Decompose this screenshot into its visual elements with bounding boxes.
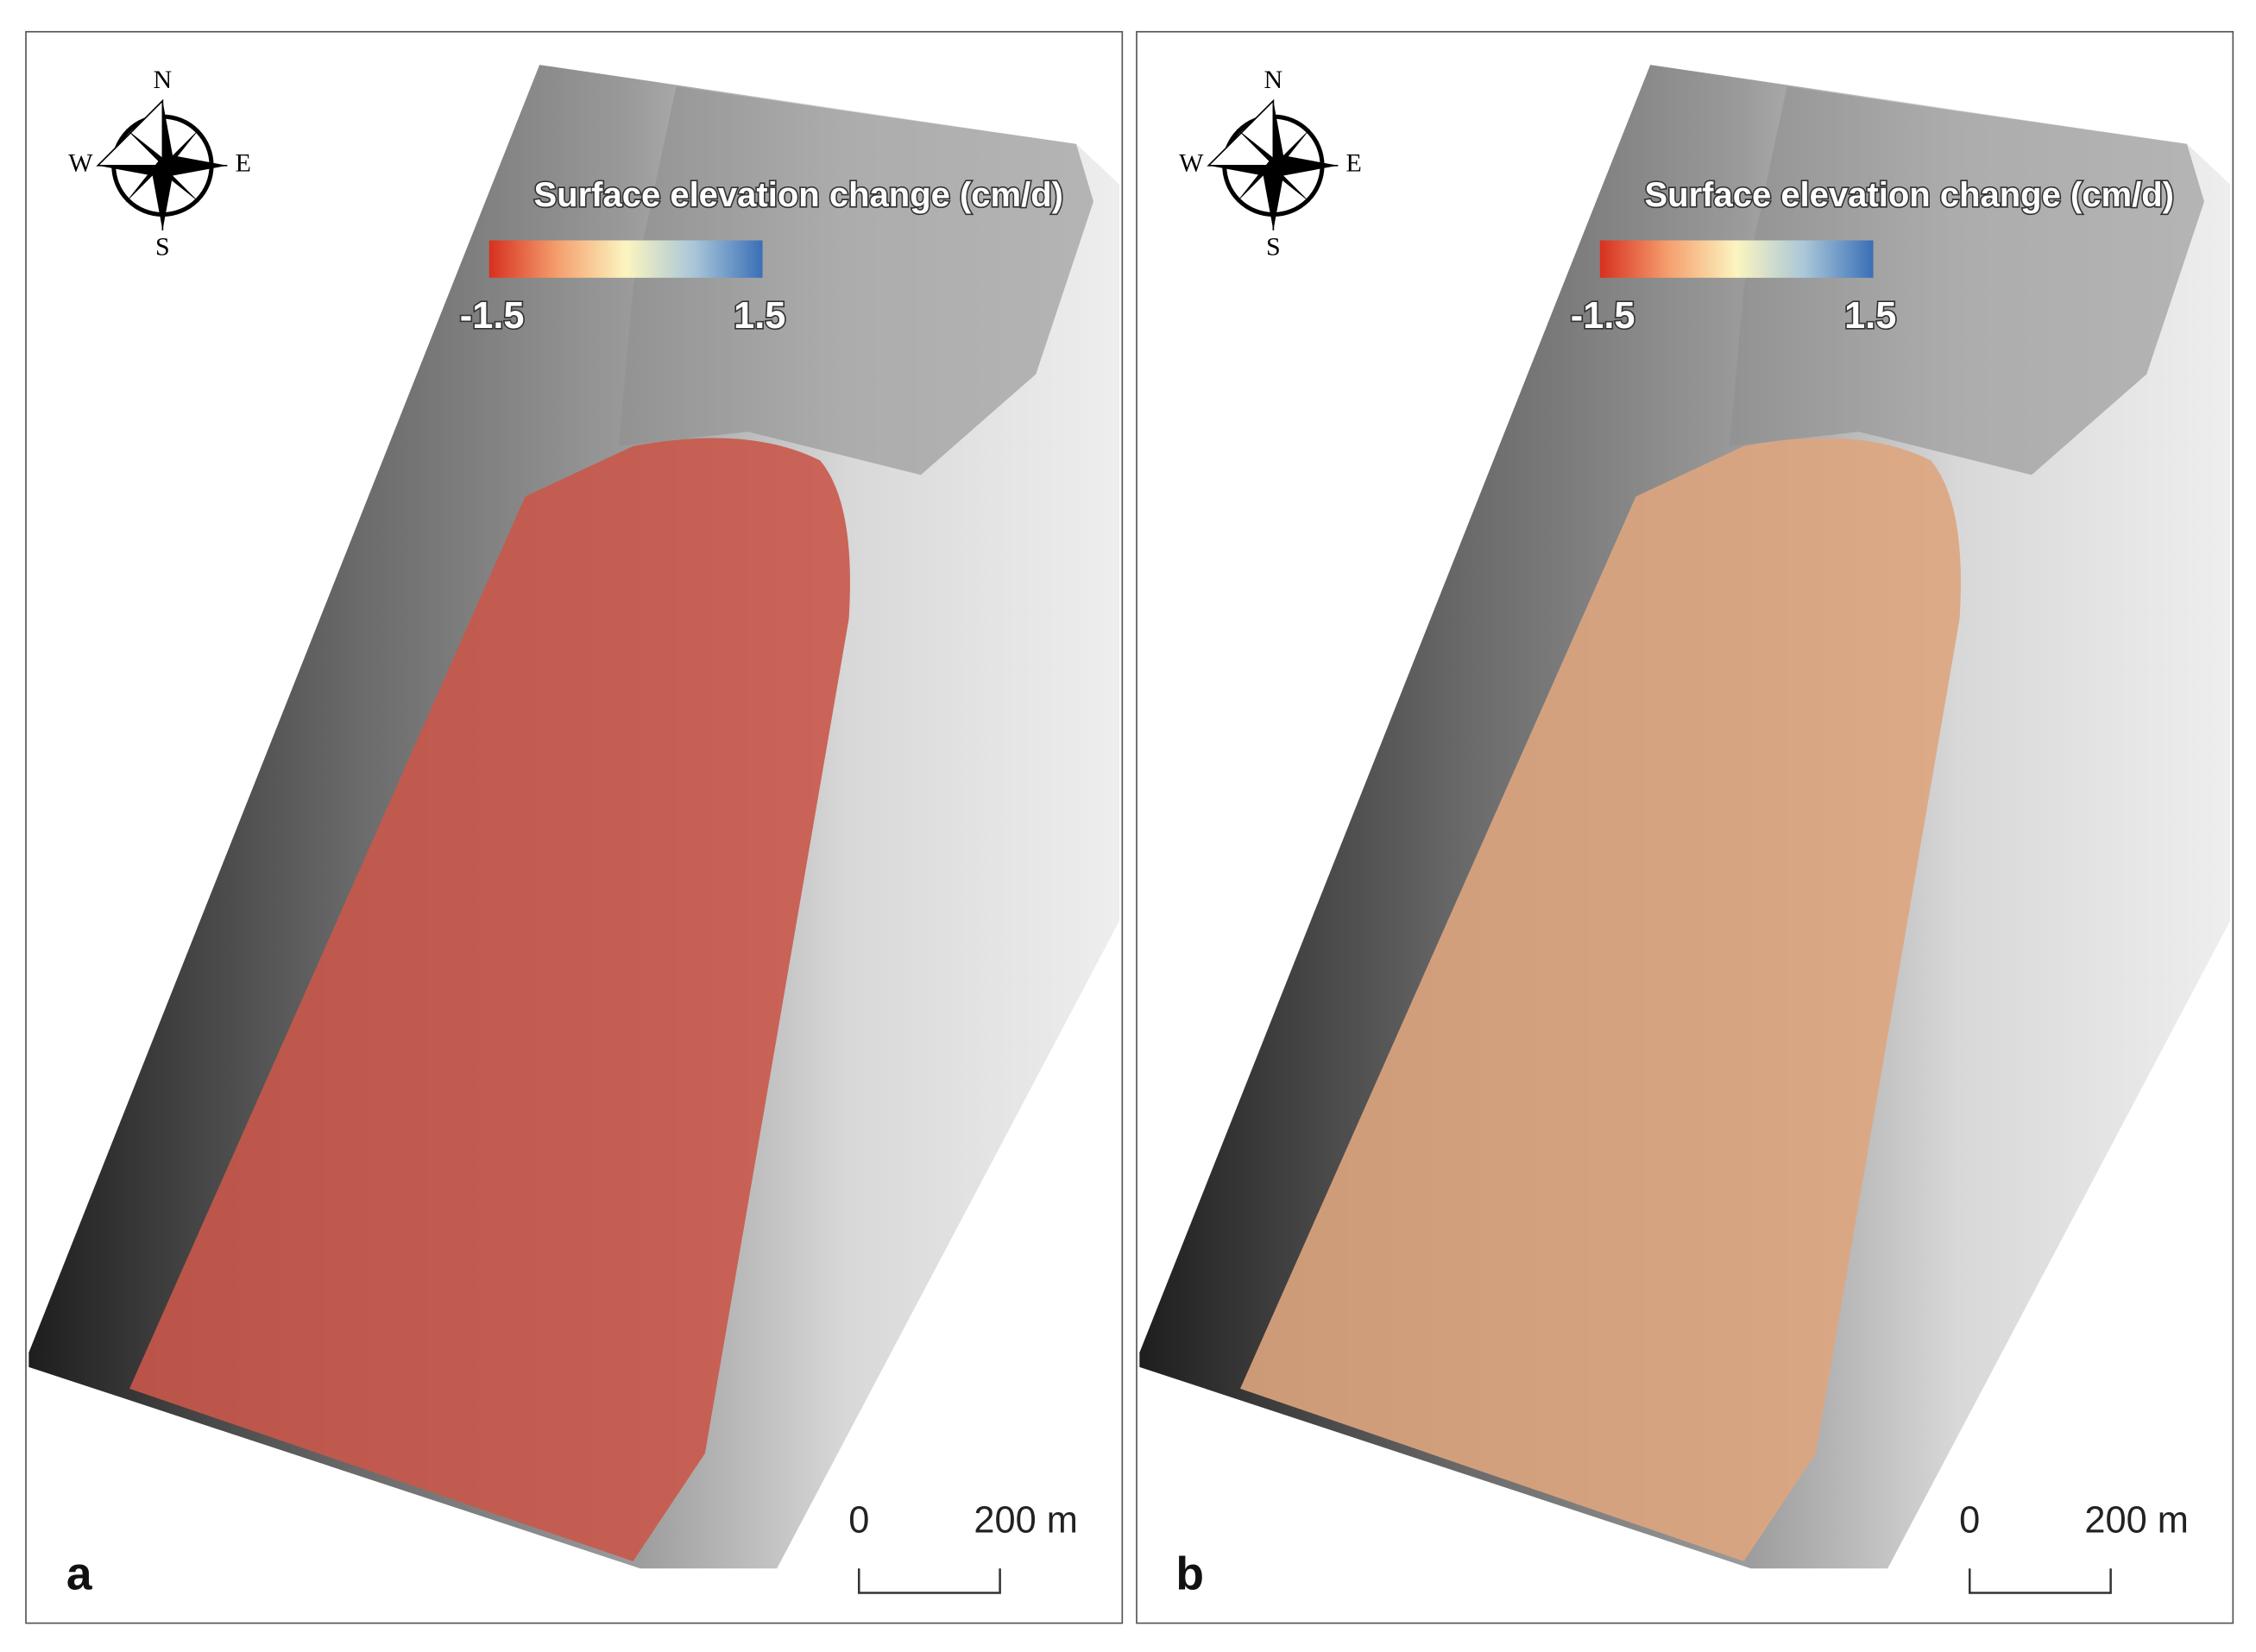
compass-n: N [154,66,173,94]
map-panel: N S W E Surface elevation change (cm/d) -1.5 1… [25,30,1124,1624]
map-panel: N S W E Surface elevation change (cm/d) -1.5 1… [1136,30,2234,1624]
compass-w: W [68,149,93,178]
legend-title: Surface elevation change (cm/d) [533,176,1063,214]
legend-title: Surface elevation change (cm/d) [1644,176,2174,214]
legend-max: 1.5 [1844,295,1896,337]
compass-e: E [1346,149,1362,178]
scale-bar [1968,1568,2112,1594]
scale-end: 200 m [974,1499,1077,1541]
glacier-overlay [129,438,850,1561]
compass-e: E [236,149,251,178]
scale-start: 0 [848,1499,869,1541]
colorbar [1599,240,1874,278]
compass-n: N [1264,66,1283,94]
glacier-overlay [1240,438,1961,1561]
scale-bar [858,1568,1001,1594]
compass-diagonals [1236,128,1311,204]
legend-min: -1.5 [1571,295,1635,337]
compass-rose: N S W E [1179,66,1362,261]
compass-rose: N S W E [68,66,251,261]
panel-label: a [66,1548,92,1599]
compass-s: S [1266,232,1281,261]
ice-plateau [1729,86,2204,476]
panel-label: b [1175,1548,1204,1599]
ice-plateau [618,86,1093,476]
legend-min: -1.5 [460,295,525,337]
compass-s: S [155,232,170,261]
scale-end: 200 m [2084,1499,2188,1541]
compass-w: W [1179,149,1204,178]
legend-max: 1.5 [734,295,785,337]
scale-start: 0 [1959,1499,1980,1541]
colorbar [488,240,763,278]
